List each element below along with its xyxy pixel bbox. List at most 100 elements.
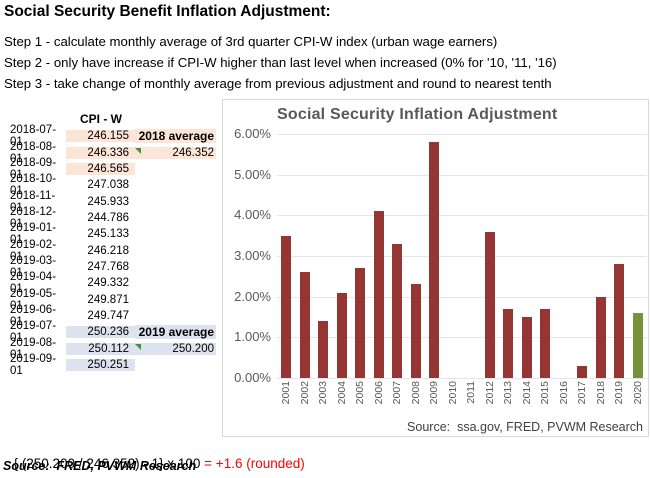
bar-slot	[277, 134, 296, 378]
x-axis-tick-label: 2010	[446, 381, 459, 405]
table-row: 2018-10-01 247.038	[0, 173, 216, 197]
x-axis-tick-label: 2003	[317, 381, 330, 405]
x-axis-slot: 2007	[388, 381, 407, 427]
gridline	[277, 337, 647, 339]
x-axis-tick-label: 2019	[613, 381, 626, 405]
bar-slot	[610, 134, 629, 378]
page-title: Social Security Benefit Inflation Adjust…	[4, 3, 331, 20]
bar-2005	[355, 268, 366, 378]
x-axis-slot: 2004	[333, 381, 352, 427]
x-axis-slot: 2002	[296, 381, 315, 427]
x-axis-tick-label: 2014	[520, 381, 533, 405]
bar-slot	[407, 134, 426, 378]
table-row: 2019-05-01 249.871	[0, 288, 216, 312]
table-row: 2019-07-01 250.236 2019 average	[0, 320, 216, 344]
gridline	[277, 296, 647, 298]
x-axis-tick-label: 2020	[631, 381, 644, 405]
cell-date: 2018-07-01	[10, 124, 57, 149]
cell-cpi-value: 246.336	[66, 146, 141, 159]
table-row: 2018-09-01 246.565	[0, 157, 216, 181]
cell-date: 2019-01-01	[10, 222, 57, 247]
cell-cpi-value: 250.112	[66, 342, 141, 355]
cell-date: 2019-02-01	[10, 238, 57, 263]
table-row: 2019-04-01 249.332	[0, 271, 216, 295]
bar-slot	[462, 134, 481, 378]
bar-slot	[314, 134, 333, 378]
cell-cpi-value: 249.871	[87, 293, 129, 306]
y-axis-tick-label: 0.00%	[234, 370, 271, 385]
x-axis-tick-label: 2004	[335, 381, 348, 405]
x-axis-tick-label: 2002	[298, 381, 311, 405]
y-axis-tick-label: 3.00%	[234, 248, 271, 263]
bar-2018	[595, 296, 606, 378]
bar-slot	[296, 134, 315, 378]
cell-date: 2019-07-01	[10, 320, 57, 345]
x-axis-tick-label: 2009	[428, 381, 441, 405]
x-axis-tick-label: 2001	[280, 381, 293, 405]
cola-formula: { (250.200 / 246.352) - 1} x 100 = +1.6 …	[6, 441, 305, 471]
average-label: 2019 average	[135, 325, 216, 340]
bar-2004	[336, 292, 347, 378]
y-axis-tick-label: 2.00%	[234, 288, 271, 304]
cell-date: 2018-09-01	[10, 156, 57, 181]
gridline	[277, 215, 647, 217]
x-axis-tick-label: 2007	[391, 381, 404, 405]
x-axis-tick-label: 2013	[502, 381, 515, 405]
cell-cpi-value: 245.933	[87, 195, 129, 208]
average-label: 2018 average	[135, 129, 216, 144]
step-line: Step 3 - take change of monthly average …	[4, 76, 552, 91]
cell-cpi-value: 246.155	[66, 130, 135, 143]
table-row: 2019-03-01 247.768	[0, 255, 216, 279]
bar-2013	[503, 308, 514, 378]
bar-2003	[318, 321, 329, 378]
bar-slot	[573, 134, 592, 378]
x-axis-tick-label: 2005	[354, 381, 367, 405]
bar-slot	[536, 134, 555, 378]
table-row: 2018-12-01 244.786	[0, 206, 216, 230]
bar-slot	[629, 134, 648, 378]
bar-2001	[281, 235, 292, 378]
bar-slot	[444, 134, 463, 378]
page-source-note: Source: FRED, PVWM Research	[3, 459, 197, 473]
cell-date: 2019-03-01	[10, 254, 57, 279]
bar-2008	[410, 284, 421, 378]
cell-date: 2019-04-01	[10, 271, 57, 296]
gridline	[277, 174, 647, 176]
bar-2017	[577, 365, 588, 378]
step-line: Step 1 - calculate monthly average of 3r…	[4, 34, 498, 49]
cell-date: 2018-12-01	[10, 205, 57, 230]
cell-date: 2019-05-01	[10, 287, 57, 312]
cell-cpi-value: 247.038	[87, 179, 129, 192]
bar-slot	[351, 134, 370, 378]
bar-slot	[370, 134, 389, 378]
chart-title: Social Security Inflation Adjustment	[277, 106, 558, 123]
bar-slot	[481, 134, 500, 378]
bar-2015	[540, 308, 551, 378]
chart-bars	[277, 134, 647, 378]
cell-cpi-value: 244.786	[87, 211, 129, 224]
gridline	[277, 134, 647, 135]
cell-date: 2018-08-01	[10, 140, 57, 165]
bar-2019	[614, 264, 625, 378]
chart-source-note: Source: ssa.gov, FRED, PVWM Research	[407, 420, 643, 434]
x-axis-tick-label: 2008	[409, 381, 422, 405]
x-axis-tick-label: 2016	[557, 381, 570, 405]
cell-date: 2019-09-01	[10, 352, 57, 377]
bar-2012	[484, 231, 495, 378]
bar-2007	[392, 243, 403, 378]
gridline	[277, 378, 647, 379]
table-row: 2019-06-01 249.747	[0, 304, 216, 328]
cell-cpi-value: 249.332	[87, 277, 129, 290]
bar-slot	[555, 134, 574, 378]
y-axis-tick-label: 5.00%	[234, 166, 271, 182]
chart-plot-area	[277, 134, 647, 379]
table-row: 2019-01-01 245.133	[0, 222, 216, 246]
cell-cpi-value: 246.565	[66, 162, 135, 175]
bar-slot	[388, 134, 407, 378]
bar-slot	[333, 134, 352, 378]
bar-slot	[518, 134, 537, 378]
cell-cpi-value: 247.768	[87, 260, 129, 273]
bar-slot	[592, 134, 611, 378]
cell-cpi-value: 250.236	[66, 326, 135, 339]
formula-expression: { (250.200 / 246.352) - 1} x 100	[13, 456, 205, 471]
